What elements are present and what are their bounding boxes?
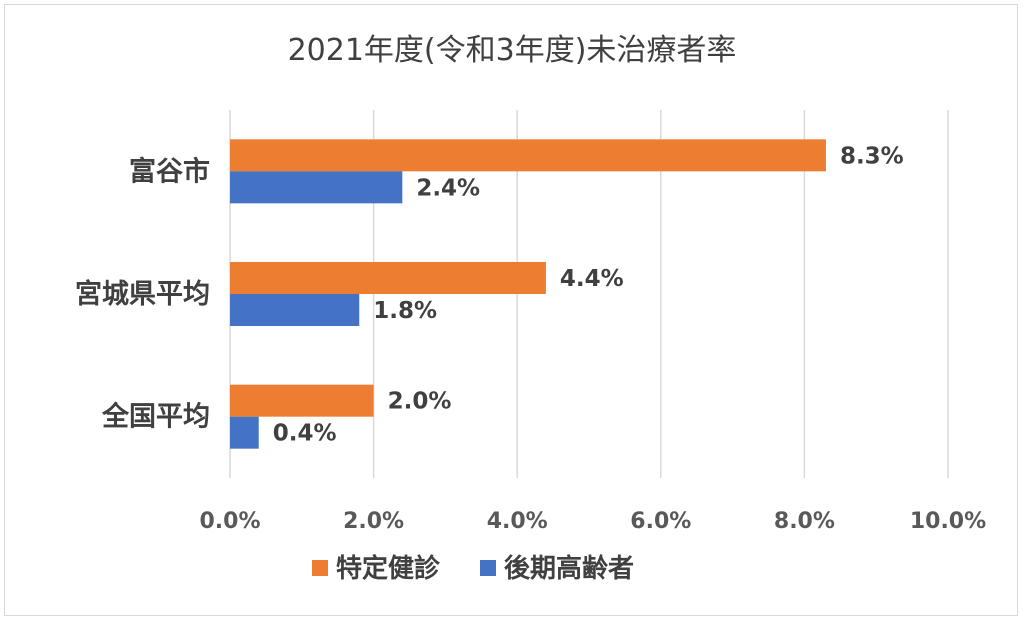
x-tick-label: 6.0% bbox=[630, 509, 691, 534]
legend-swatch bbox=[312, 560, 328, 576]
category-label: 全国平均 bbox=[101, 401, 210, 433]
bar bbox=[230, 139, 826, 172]
data-label: 0.4% bbox=[273, 421, 337, 447]
bar bbox=[230, 171, 403, 204]
legend-swatch bbox=[480, 560, 497, 576]
bar bbox=[230, 416, 259, 449]
bars bbox=[230, 139, 826, 449]
legend-label: 特定健診 bbox=[336, 553, 441, 584]
bar bbox=[230, 294, 360, 326]
data-label: 1.8% bbox=[373, 298, 437, 324]
x-tick-label: 10.0% bbox=[910, 509, 986, 534]
data-label: 2.4% bbox=[416, 175, 480, 201]
x-tick-label: 2.0% bbox=[343, 509, 404, 534]
legend: 特定健診 後期高齢者 bbox=[312, 553, 634, 584]
bar bbox=[230, 384, 374, 417]
data-label: 4.4% bbox=[560, 266, 624, 292]
x-tick-label: 8.0% bbox=[774, 509, 835, 534]
legend-label: 後期高齢者 bbox=[504, 553, 634, 584]
data-label: 2.0% bbox=[388, 389, 452, 415]
chart-title: 2021年度(令和3年度)未治療者率 bbox=[288, 33, 737, 68]
data-labels: 8.3% 2.4% 4.4% 1.8% 2.0% 0.4% bbox=[273, 143, 904, 446]
chart-frame bbox=[4, 4, 1018, 616]
x-tick-label: 4.0% bbox=[487, 509, 548, 534]
data-label: 8.3% bbox=[840, 143, 904, 169]
category-label: 富谷市 bbox=[129, 155, 210, 187]
x-tick-label: 0.0% bbox=[199, 509, 260, 534]
bar bbox=[230, 262, 546, 294]
x-tick-labels: 0.0% 2.0% 4.0% 6.0% 8.0% 10.0% bbox=[199, 509, 986, 534]
category-label: 宮城県平均 bbox=[75, 278, 210, 310]
